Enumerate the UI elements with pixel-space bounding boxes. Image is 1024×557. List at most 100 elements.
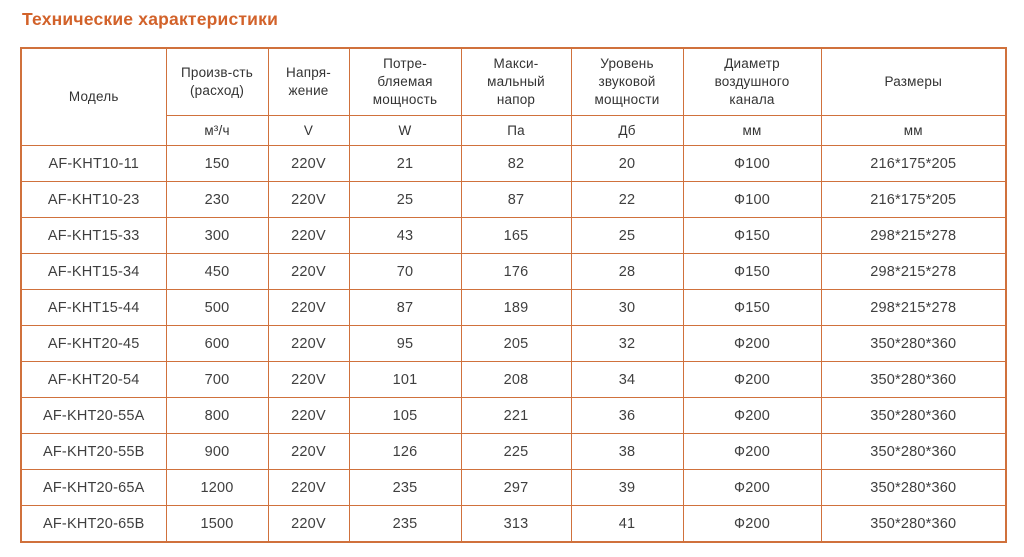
header-row-labels: Модель Произв-сть (расход) Напря- жение Пот… [20, 47, 1007, 146]
column-header: Потре- бляемая мощность [348, 47, 462, 116]
value-cell: 20 [570, 145, 684, 182]
value-cell: 313 [460, 505, 572, 543]
model-cell: AF-KHT10-11 [20, 145, 167, 182]
value-cell: 28 [570, 253, 684, 290]
value-cell: 220V [267, 181, 350, 218]
header-row-units: м³/ч V W Па Дб мм мм [21, 115, 1007, 146]
value-cell: 105 [348, 397, 462, 434]
value-cell: Ф150 [682, 253, 822, 290]
value-cell: 41 [570, 505, 684, 543]
value-cell: 350*280*360 [820, 505, 1007, 543]
value-cell: 126 [348, 433, 462, 470]
table-row: AF-KHT20-45 600 220V 95 205 32 Ф200 350*280*360 [20, 325, 1007, 362]
value-cell: Ф200 [682, 469, 822, 506]
value-cell: 36 [570, 397, 684, 434]
value-cell: 700 [165, 361, 269, 398]
column-header: Уровень звуковой мощности [570, 47, 684, 116]
table-row: AF-KHT20-55B 900 220V 126 225 38 Ф200 350*280*3… [20, 433, 1007, 470]
value-cell: 220V [267, 145, 350, 182]
value-cell: 176 [460, 253, 572, 290]
value-cell: Ф200 [682, 325, 822, 362]
value-cell: 220V [267, 253, 350, 290]
value-cell: 900 [165, 433, 269, 470]
value-cell: 220V [267, 361, 350, 398]
value-cell: 82 [460, 145, 572, 182]
value-cell: 39 [570, 469, 684, 506]
specs-table: Модель Произв-сть (расход) Напря- жение Пот… [20, 47, 1007, 543]
value-cell: 350*280*360 [820, 433, 1007, 470]
column-unit: мм [820, 115, 1007, 146]
column-header: Напря- жение [267, 47, 350, 116]
table-body: AF-KHT10-11 150 220V 21 82 20 Ф100 216*175*205 A… [20, 145, 1007, 543]
value-cell: 208 [460, 361, 572, 398]
value-cell: 87 [348, 289, 462, 326]
value-cell: 350*280*360 [820, 361, 1007, 398]
model-cell: AF-KHT15-33 [20, 217, 167, 254]
table-row: AF-KHT15-33 300 220V 43 165 25 Ф150 298*215*278 [20, 217, 1007, 254]
value-cell: 230 [165, 181, 269, 218]
column-header: Макси- мальный напор [460, 47, 572, 116]
column-header-model: Модель [20, 47, 167, 146]
value-cell: 350*280*360 [820, 325, 1007, 362]
value-cell: 220V [267, 433, 350, 470]
model-cell: AF-KHT20-55B [20, 433, 167, 470]
value-cell: 101 [348, 361, 462, 398]
model-cell: AF-KHT15-34 [20, 253, 167, 290]
value-cell: Ф150 [682, 289, 822, 326]
value-cell: 298*215*278 [820, 289, 1007, 326]
value-cell: 450 [165, 253, 269, 290]
value-cell: 800 [165, 397, 269, 434]
table-row: AF-KHT20-65A 1200 220V 235 297 39 Ф200 350*280*… [20, 469, 1007, 506]
model-cell: AF-KHT20-54 [20, 361, 167, 398]
column-header: Произв-сть (расход) [165, 47, 269, 116]
value-cell: 205 [460, 325, 572, 362]
value-cell: 189 [460, 289, 572, 326]
value-cell: 150 [165, 145, 269, 182]
value-cell: 297 [460, 469, 572, 506]
table-row: AF-KHT20-54 700 220V 101 208 34 Ф200 350*280*36… [20, 361, 1007, 398]
column-unit: W [348, 115, 462, 146]
table-row: AF-KHT20-55A 800 220V 105 221 36 Ф200 350*280*3… [20, 397, 1007, 434]
model-cell: AF-KHT15-44 [20, 289, 167, 326]
value-cell: 220V [267, 289, 350, 326]
value-cell: 216*175*205 [820, 181, 1007, 218]
model-cell: AF-KHT20-65A [20, 469, 167, 506]
value-cell: 38 [570, 433, 684, 470]
value-cell: 298*215*278 [820, 253, 1007, 290]
value-cell: 95 [348, 325, 462, 362]
model-cell: AF-KHT20-55A [20, 397, 167, 434]
value-cell: 70 [348, 253, 462, 290]
value-cell: 235 [348, 469, 462, 506]
value-cell: Ф100 [682, 181, 822, 218]
column-unit: Дб [570, 115, 684, 146]
value-cell: 165 [460, 217, 572, 254]
value-cell: 221 [460, 397, 572, 434]
page-title: Технические характеристики [22, 9, 279, 29]
value-cell: 500 [165, 289, 269, 326]
value-cell: 34 [570, 361, 684, 398]
model-cell: AF-KHT10-23 [20, 181, 167, 218]
value-cell: 220V [267, 217, 350, 254]
value-cell: 25 [570, 217, 684, 254]
value-cell: 25 [348, 181, 462, 218]
value-cell: 1200 [165, 469, 269, 506]
column-unit: V [267, 115, 350, 146]
value-cell: Ф150 [682, 217, 822, 254]
table-row: AF-KHT15-44 500 220V 87 189 30 Ф150 298*215*278 [20, 289, 1007, 326]
value-cell: 22 [570, 181, 684, 218]
value-cell: 225 [460, 433, 572, 470]
value-cell: 220V [267, 397, 350, 434]
value-cell: 350*280*360 [820, 469, 1007, 506]
model-cell: AF-KHT20-65B [20, 505, 167, 543]
page: Технические характеристики Модель Произв-… [0, 9, 1024, 543]
value-cell: Ф100 [682, 145, 822, 182]
value-cell: Ф200 [682, 397, 822, 434]
column-unit: Па [460, 115, 572, 146]
value-cell: 43 [348, 217, 462, 254]
column-header: Диаметр воздушного канала [682, 47, 822, 116]
column-unit: м³/ч [165, 115, 269, 146]
column-header: Размеры [820, 47, 1007, 116]
table-row: AF-KHT10-11 150 220V 21 82 20 Ф100 216*175*205 [20, 145, 1007, 182]
value-cell: 32 [570, 325, 684, 362]
table-header: Модель Произв-сть (расход) Напря- жение Пот… [20, 47, 1007, 146]
